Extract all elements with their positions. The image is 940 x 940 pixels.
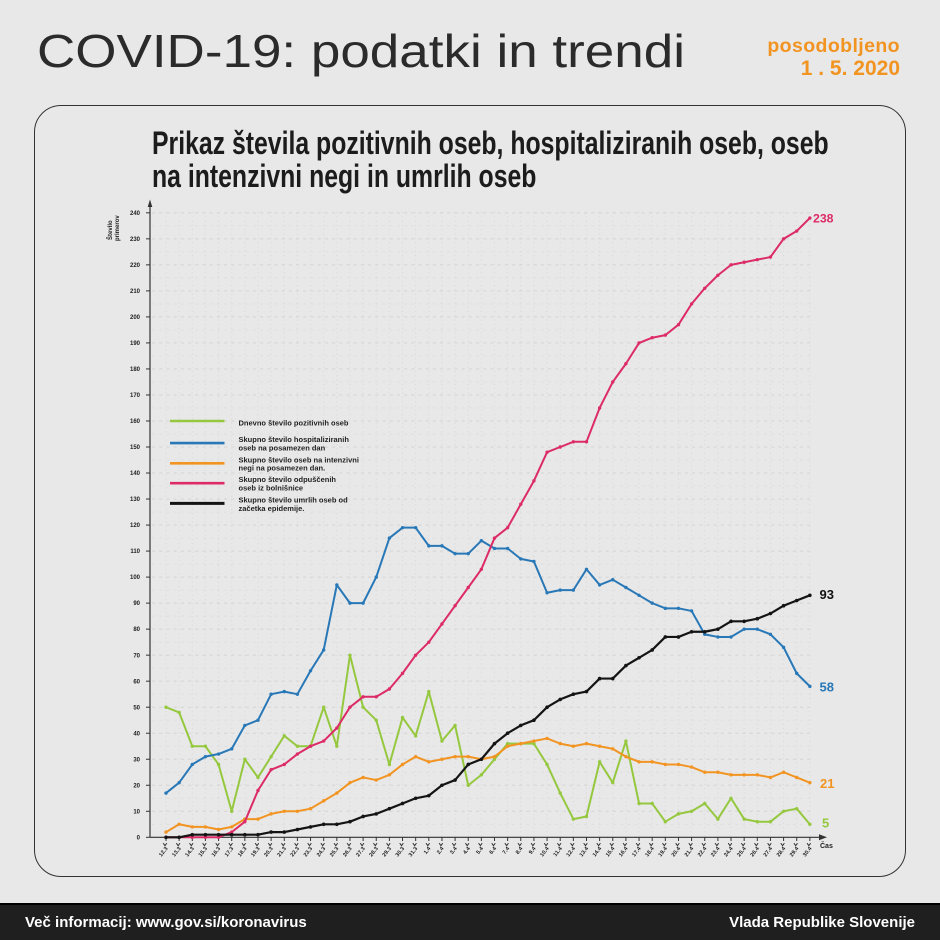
svg-text:8.4: 8.4	[515, 845, 525, 855]
svg-text:15.3: 15.3	[198, 846, 209, 858]
svg-text:50: 50	[133, 705, 140, 711]
svg-text:10: 10	[133, 809, 140, 815]
svg-text:16.4: 16.4	[618, 845, 630, 858]
svg-text:3.4: 3.4	[449, 845, 459, 855]
svg-text:160: 160	[130, 419, 141, 425]
svg-text:21.3: 21.3	[277, 846, 288, 858]
svg-text:30.4: 30.4	[802, 845, 814, 858]
svg-text:6.4: 6.4	[489, 845, 499, 855]
svg-text:Številoprimerov: Številoprimerov	[106, 215, 121, 241]
svg-text:Dnevno število pozitivnih oseb: Dnevno število pozitivnih oseb	[239, 419, 349, 428]
svg-text:100: 100	[130, 575, 141, 581]
svg-text:15.4: 15.4	[605, 845, 617, 858]
svg-text:12.3: 12.3	[158, 846, 169, 858]
svg-text:13.3: 13.3	[171, 846, 182, 858]
svg-text:26.4: 26.4	[750, 845, 762, 858]
svg-text:130: 130	[130, 497, 141, 503]
svg-text:58: 58	[820, 680, 834, 695]
svg-text:29.3: 29.3	[382, 846, 393, 858]
svg-text:začetka epidemije.: začetka epidemije.	[239, 504, 305, 513]
svg-text:2.4: 2.4	[436, 845, 446, 855]
svg-text:30.3: 30.3	[395, 846, 406, 858]
svg-text:22.4: 22.4	[697, 845, 709, 858]
svg-text:17.4: 17.4	[631, 845, 643, 858]
svg-text:20.4: 20.4	[671, 845, 683, 858]
svg-text:90: 90	[133, 601, 140, 607]
svg-text:Skupno število oseb na intenzi: Skupno število oseb na intenzivni	[239, 455, 359, 464]
svg-text:180: 180	[130, 367, 141, 373]
svg-text:25.4: 25.4	[736, 845, 748, 858]
svg-text:oseb iz bolnišnice: oseb iz bolnišnice	[239, 484, 304, 493]
svg-text:14.4: 14.4	[592, 845, 604, 858]
svg-text:200: 200	[130, 315, 141, 321]
svg-text:1.4: 1.4	[423, 845, 433, 855]
svg-text:27.3: 27.3	[355, 846, 366, 858]
svg-text:9.4: 9.4	[528, 845, 538, 855]
svg-text:190: 190	[130, 341, 141, 347]
svg-text:30: 30	[133, 757, 140, 763]
svg-text:20.3: 20.3	[263, 846, 274, 858]
svg-text:28.3: 28.3	[368, 846, 379, 858]
svg-text:oseb na posamezen dan: oseb na posamezen dan	[239, 444, 326, 453]
svg-text:110: 110	[130, 549, 140, 555]
svg-text:18.3: 18.3	[237, 846, 248, 858]
svg-text:21: 21	[820, 776, 834, 791]
svg-text:24.4: 24.4	[723, 845, 735, 858]
svg-text:19.3: 19.3	[250, 846, 261, 858]
svg-text:23.3: 23.3	[303, 846, 314, 858]
svg-text:Skupno število umrlih oseb od: Skupno število umrlih oseb od	[239, 495, 349, 504]
svg-text:150: 150	[130, 445, 141, 451]
svg-text:240: 240	[130, 211, 141, 217]
svg-text:238: 238	[813, 211, 834, 225]
svg-text:5: 5	[822, 816, 829, 831]
svg-text:Čas: Čas	[820, 841, 833, 850]
svg-text:93: 93	[820, 587, 834, 602]
svg-text:220: 220	[130, 263, 141, 269]
svg-text:4.4: 4.4	[462, 845, 472, 855]
svg-text:29.4: 29.4	[789, 845, 801, 858]
svg-text:25.3: 25.3	[329, 846, 340, 858]
svg-text:140: 140	[130, 471, 141, 477]
svg-text:230: 230	[130, 237, 141, 243]
svg-text:24.3: 24.3	[316, 846, 327, 858]
svg-text:18.4: 18.4	[644, 845, 656, 858]
svg-text:5.4: 5.4	[475, 845, 485, 855]
svg-text:14.3: 14.3	[185, 846, 196, 858]
svg-text:16.3: 16.3	[211, 846, 222, 858]
svg-text:210: 210	[130, 289, 141, 295]
svg-text:120: 120	[130, 523, 141, 529]
svg-text:22.3: 22.3	[290, 846, 301, 858]
svg-text:28.4: 28.4	[776, 845, 788, 858]
svg-text:negi na posamezen dan.: negi na posamezen dan.	[239, 464, 326, 473]
svg-text:60: 60	[133, 679, 140, 685]
svg-text:11.4: 11.4	[553, 845, 565, 858]
svg-text:70: 70	[133, 653, 140, 659]
svg-text:Skupno število hospitalizirani: Skupno število hospitaliziranih	[239, 435, 350, 444]
svg-text:17.3: 17.3	[224, 846, 235, 858]
svg-text:40: 40	[133, 731, 140, 737]
svg-text:0: 0	[137, 835, 141, 841]
svg-text:13.4: 13.4	[579, 845, 591, 858]
svg-text:10.4: 10.4	[539, 845, 551, 858]
svg-text:21.4: 21.4	[684, 845, 696, 858]
svg-text:12.4: 12.4	[566, 845, 578, 858]
svg-text:Skupno število odpuščenih: Skupno število odpuščenih	[239, 475, 337, 484]
svg-text:23.4: 23.4	[710, 845, 722, 858]
svg-text:20: 20	[133, 783, 140, 789]
svg-text:80: 80	[133, 627, 140, 633]
svg-text:26.3: 26.3	[342, 846, 353, 858]
svg-text:7.4: 7.4	[502, 845, 512, 855]
svg-text:19.4: 19.4	[658, 845, 670, 858]
svg-text:170: 170	[130, 393, 141, 399]
svg-text:27.4: 27.4	[763, 845, 775, 858]
svg-text:31.3: 31.3	[408, 846, 419, 858]
